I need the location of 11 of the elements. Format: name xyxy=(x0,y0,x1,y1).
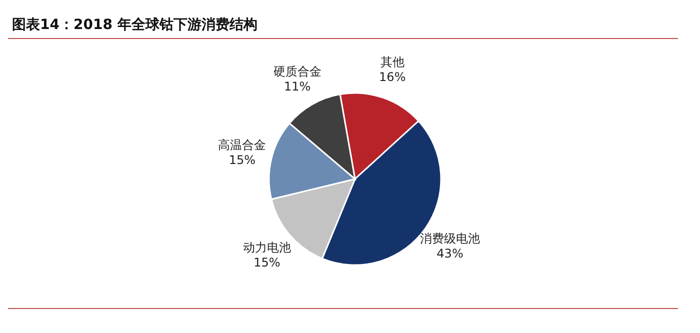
data-label: 15% xyxy=(254,255,280,270)
slice-label: 硬质合金 xyxy=(273,64,322,78)
slice-label: 消费级电池 xyxy=(420,232,480,246)
slice-label: 动力电池 xyxy=(242,240,291,254)
slice-label: 其他 xyxy=(380,55,404,70)
data-label: 43% xyxy=(436,246,464,261)
data-label: 15% xyxy=(228,153,256,168)
data-label: 16% xyxy=(379,70,406,84)
data-label: 11% xyxy=(284,79,311,94)
chart-title: 图表14：2018 年全球钴下游消费结构 xyxy=(11,16,258,35)
slice-label: 高温合金 xyxy=(218,138,266,152)
